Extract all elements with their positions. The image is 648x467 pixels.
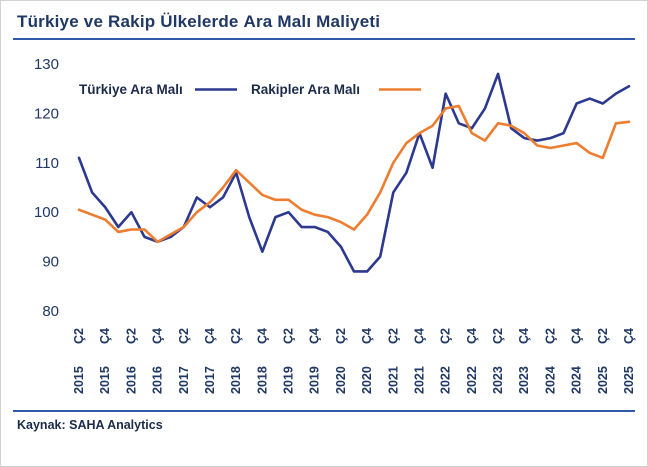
x-axis-tick-quarter: Ç4 <box>517 328 531 344</box>
x-axis-tick-year: 2023 <box>517 366 531 394</box>
x-axis-tick-quarter: Ç2 <box>229 328 243 344</box>
x-axis-tick-quarter: Ç2 <box>543 328 557 344</box>
x-axis-tick-year: 2025 <box>596 366 610 394</box>
x-axis-tick-quarter: Ç4 <box>570 328 584 344</box>
title-divider <box>13 38 635 40</box>
page-title: Türkiye ve Rakip Ülkelerde Ara Malı Mali… <box>1 1 647 38</box>
x-axis-tick-year: 2023 <box>491 366 505 394</box>
x-axis-tick-quarter: Ç2 <box>124 328 138 344</box>
x-axis-tick-quarter: Ç4 <box>622 328 636 344</box>
y-axis-tick: 90 <box>42 254 59 271</box>
title-suffix: Maliyeti <box>311 12 381 31</box>
x-axis-tick-year: 2016 <box>124 366 138 394</box>
x-axis-tick-quarter: Ç2 <box>282 328 296 344</box>
x-axis-tick-quarter: Ç4 <box>308 328 322 344</box>
x-axis-tick-year: 2021 <box>412 366 426 394</box>
x-axis-tick-quarter: Ç2 <box>491 328 505 344</box>
rakipler-series-line <box>77 104 631 244</box>
x-axis-tick-year: 2020 <box>334 366 348 394</box>
y-axis-tick: 110 <box>35 155 59 172</box>
y-axis-tick: 130 <box>34 56 59 73</box>
x-axis-tick-quarter: Ç2 <box>386 328 400 344</box>
x-axis-tick-quarter: Ç2 <box>334 328 348 344</box>
x-axis-tick-quarter: Ç4 <box>360 328 374 344</box>
x-axis-tick-year: 2015 <box>98 366 112 394</box>
x-axis-tick-year: 2021 <box>386 366 400 394</box>
y-axis-tick: 120 <box>34 105 59 122</box>
legend-label-turkiye: Türkiye Ara Malı <box>79 82 183 97</box>
title-bold: Ara Malı <box>243 12 312 31</box>
x-axis-tick-quarter: Ç2 <box>596 328 610 344</box>
title-prefix: Türkiye ve Rakip Ülkelerde <box>17 12 244 31</box>
x-axis-tick-quarter: Ç4 <box>98 328 112 344</box>
y-axis-tick: 100 <box>34 204 59 221</box>
x-axis-tick-quarter: Ç2 <box>439 328 453 344</box>
x-axis-tick-quarter: Ç4 <box>203 328 217 344</box>
x-axis-tick-year: 2019 <box>308 366 322 394</box>
x-axis-tick-year: 2017 <box>177 366 191 394</box>
line-chart: Türkiye Ara Malı Rakipler Ara Malı 130 12… <box>34 56 636 394</box>
source-credit: Kaynak: SAHA Analytics <box>17 418 163 432</box>
x-axis-tick-year: 2022 <box>439 366 453 394</box>
x-axis-tick-year: 2016 <box>151 366 165 394</box>
x-axis-tick-year: 2018 <box>255 366 269 394</box>
x-axis-tick-year: 2025 <box>622 366 636 394</box>
x-axis-tick-year: 2024 <box>570 366 584 394</box>
x-axis-tick-quarter: Ç4 <box>465 328 479 344</box>
x-axis-tick-quarter: Ç2 <box>72 328 86 344</box>
y-axis-tick: 80 <box>42 303 59 320</box>
x-axis-tick-year: 2022 <box>465 366 479 394</box>
x-axis-tick-quarter: Ç4 <box>151 328 165 344</box>
x-axis-tick-year: 2020 <box>360 366 374 394</box>
x-axis-tick-quarter: Ç4 <box>412 328 426 344</box>
x-axis-tick-year: 2019 <box>282 366 296 394</box>
x-axis-tick-quarter: Ç2 <box>177 328 191 344</box>
turkiye-series-line <box>77 72 631 273</box>
legend-label-rakipler: Rakipler Ara Malı <box>251 82 360 97</box>
x-axis-tick-year: 2024 <box>543 366 557 394</box>
x-axis-tick-quarter: Ç4 <box>255 328 269 344</box>
x-axis-tick-year: 2015 <box>72 366 86 394</box>
x-axis-tick-year: 2018 <box>229 366 243 394</box>
footer-divider <box>13 410 635 412</box>
x-axis-tick-year: 2017 <box>203 366 217 394</box>
